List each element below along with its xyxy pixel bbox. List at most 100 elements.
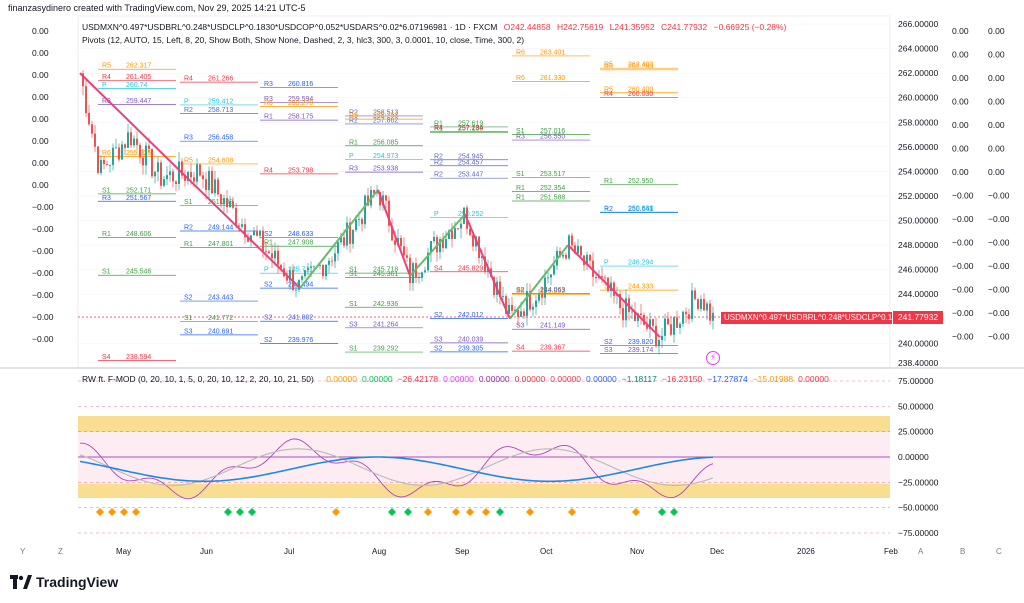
candle-body[interactable] xyxy=(226,198,228,208)
candle-body[interactable] xyxy=(343,237,345,246)
candle-body[interactable] xyxy=(235,207,237,226)
candle-body[interactable] xyxy=(286,276,288,281)
axis-control-button[interactable]: Y xyxy=(20,547,26,556)
time-axis[interactable]: May Jun Jul Aug Sep Oct Nov Dec 2026 Feb Y Z A B C xyxy=(0,545,1024,559)
candle-body[interactable] xyxy=(100,159,102,173)
candle-body[interactable] xyxy=(586,254,588,266)
candle-body[interactable] xyxy=(526,291,528,316)
candle-body[interactable] xyxy=(130,132,132,146)
candle-body[interactable] xyxy=(202,175,204,180)
candle-body[interactable] xyxy=(340,237,342,243)
candle-body[interactable] xyxy=(673,317,675,335)
candle-body[interactable] xyxy=(523,311,525,316)
candle-body[interactable] xyxy=(154,171,156,177)
candle-body[interactable] xyxy=(268,251,270,254)
candle-body[interactable] xyxy=(124,144,126,148)
candle-body[interactable] xyxy=(481,256,483,259)
candle-body[interactable] xyxy=(208,170,210,191)
candle-body[interactable] xyxy=(145,145,147,166)
candle-body[interactable] xyxy=(406,255,408,258)
candle-body[interactable] xyxy=(601,276,603,278)
candle-body[interactable] xyxy=(577,245,579,254)
candle-body[interactable] xyxy=(259,230,261,236)
candle-body[interactable] xyxy=(517,309,519,317)
candle-body[interactable] xyxy=(103,159,105,165)
axis-control-button[interactable]: Z xyxy=(58,547,63,556)
candle-body[interactable] xyxy=(121,144,123,160)
candle-body[interactable] xyxy=(115,147,117,149)
candle-body[interactable] xyxy=(565,254,567,259)
candle-body[interactable] xyxy=(574,245,576,254)
candle-body[interactable] xyxy=(421,272,423,278)
candle-body[interactable] xyxy=(190,171,192,178)
candle-body[interactable] xyxy=(706,303,708,311)
candle-body[interactable] xyxy=(355,219,357,230)
candle-body[interactable] xyxy=(181,161,183,176)
candle-body[interactable] xyxy=(430,241,432,253)
candle-body[interactable] xyxy=(319,265,321,267)
candle-body[interactable] xyxy=(460,223,462,229)
candle-body[interactable] xyxy=(403,246,405,256)
candle-body[interactable] xyxy=(433,237,435,242)
candle-body[interactable] xyxy=(163,179,165,186)
candle-body[interactable] xyxy=(127,132,129,148)
candle-body[interactable] xyxy=(193,177,195,182)
candle-body[interactable] xyxy=(247,237,249,242)
candle-body[interactable] xyxy=(529,291,531,310)
candle-body[interactable] xyxy=(328,260,330,265)
candle-body[interactable] xyxy=(244,224,246,238)
candle-body[interactable] xyxy=(322,265,324,277)
candle-body[interactable] xyxy=(676,317,678,328)
candle-body[interactable] xyxy=(502,296,504,297)
candle-body[interactable] xyxy=(652,319,654,326)
candle-body[interactable] xyxy=(295,289,297,291)
candle-body[interactable] xyxy=(157,162,159,172)
candle-body[interactable] xyxy=(679,323,681,328)
candle-body[interactable] xyxy=(211,170,213,194)
candle-body[interactable] xyxy=(703,299,705,311)
candle-body[interactable] xyxy=(199,164,201,176)
candle-body[interactable] xyxy=(142,157,144,166)
pivots-legend[interactable]: Pivots (12, AUTO, 15, Left, 8, 20, Show … xyxy=(82,35,525,45)
chart-canvas[interactable]: P 260.74 P 259.412 R3 260.816 R2 258.513 R1 257.6… xyxy=(0,15,1024,560)
candle-body[interactable] xyxy=(418,277,420,279)
candle-body[interactable] xyxy=(334,253,336,262)
candle-body[interactable] xyxy=(94,133,96,147)
candle-body[interactable] xyxy=(589,254,591,261)
candle-body[interactable] xyxy=(331,260,333,262)
candle-body[interactable] xyxy=(661,335,663,340)
candle-body[interactable] xyxy=(580,245,582,256)
candle-body[interactable] xyxy=(442,239,444,249)
candle-body[interactable] xyxy=(265,251,267,252)
candle-body[interactable] xyxy=(451,230,453,239)
candle-body[interactable] xyxy=(667,318,669,325)
candle-body[interactable] xyxy=(373,189,375,194)
candle-body[interactable] xyxy=(349,222,351,244)
candle-body[interactable] xyxy=(118,147,120,160)
candle-body[interactable] xyxy=(571,235,573,246)
alert-clock-icon[interactable]: ⚡ xyxy=(706,351,720,365)
candle-body[interactable] xyxy=(133,138,135,146)
candle-body[interactable] xyxy=(505,296,507,314)
candle-body[interactable] xyxy=(361,219,363,225)
candle-body[interactable] xyxy=(700,299,702,309)
candle-body[interactable] xyxy=(709,303,711,321)
candle-body[interactable] xyxy=(175,181,177,184)
candle-body[interactable] xyxy=(223,198,225,205)
candle-body[interactable] xyxy=(310,266,312,268)
candle-body[interactable] xyxy=(541,294,543,298)
candle-body[interactable] xyxy=(454,228,456,239)
candle-body[interactable] xyxy=(214,179,216,194)
candle-body[interactable] xyxy=(367,195,369,206)
candle-body[interactable] xyxy=(196,164,198,182)
candle-body[interactable] xyxy=(229,201,231,208)
candle-body[interactable] xyxy=(634,311,636,321)
candle-body[interactable] xyxy=(619,294,621,309)
candle-body[interactable] xyxy=(547,277,549,279)
candle-body[interactable] xyxy=(220,194,222,205)
candle-body[interactable] xyxy=(394,240,396,245)
candle-body[interactable] xyxy=(187,171,189,181)
candle-body[interactable] xyxy=(307,267,309,271)
axis-control-button[interactable]: C xyxy=(996,547,1002,556)
candle-body[interactable] xyxy=(139,144,141,158)
